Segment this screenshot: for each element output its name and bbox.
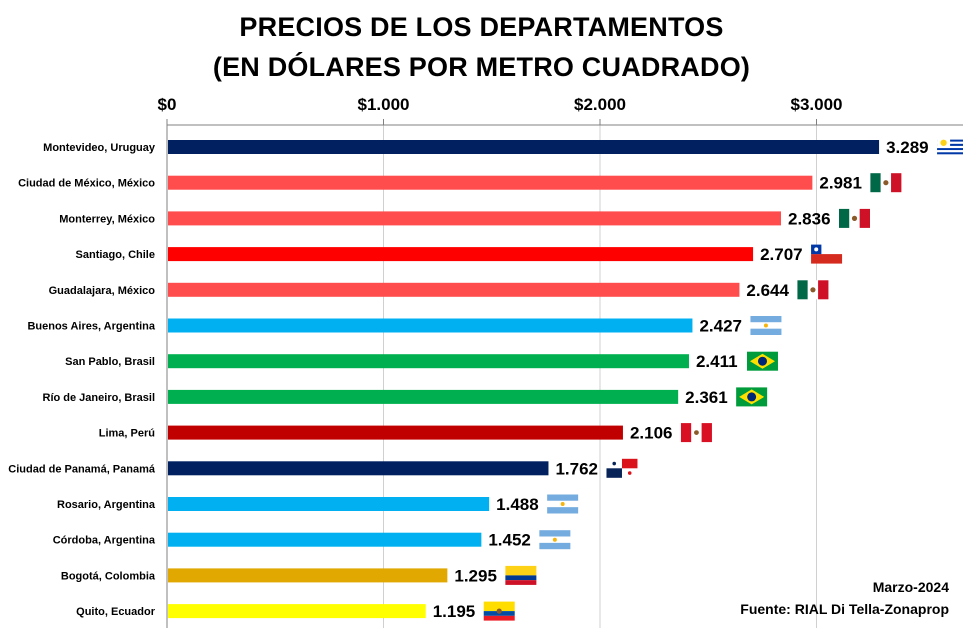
bar: [168, 175, 813, 190]
bar: [168, 282, 740, 297]
category-label: Buenos Aires, Argentina: [27, 321, 155, 333]
category-label: San Pablo, Brasil: [65, 356, 155, 368]
value-label: 2.836: [788, 209, 831, 228]
mexico-flag-icon: [838, 208, 870, 228]
brazil-flag-icon: [736, 387, 768, 407]
chart-title: PRECIOS DE LOS DEPARTAMENTOS: [239, 12, 724, 42]
value-label: 2.361: [685, 388, 728, 407]
category-label: Río de Janeiro, Brasil: [43, 392, 155, 404]
chart-subtitle: (EN DÓLARES POR METRO CUADRADO): [212, 52, 751, 82]
category-label: Montevideo, Uruguay: [43, 142, 156, 154]
mexico-flag-icon: [797, 280, 829, 300]
category-label: Santiago, Chile: [76, 249, 155, 261]
bar: [168, 532, 482, 547]
x-tick-label: $1.000: [358, 95, 410, 114]
category-label: Córdoba, Argentina: [53, 535, 156, 547]
source-note: Fuente: RIAL Di Tella-Zonaprop: [740, 601, 949, 617]
x-tick-label: $0: [158, 95, 177, 114]
value-label: 2.411: [696, 352, 738, 371]
value-label: 2.644: [746, 281, 789, 300]
category-label: Lima, Perú: [99, 428, 155, 440]
chile-flag-icon: [811, 244, 843, 264]
value-label: 1.452: [488, 531, 531, 550]
date-note: Marzo-2024: [872, 579, 949, 595]
category-label: Rosario, Argentina: [57, 499, 156, 511]
value-label: 2.707: [760, 245, 803, 264]
value-label: 1.195: [433, 602, 476, 621]
x-tick-label: $3.000: [791, 95, 843, 114]
value-label: 1.762: [555, 459, 598, 478]
panama-flag-icon: [606, 458, 638, 478]
argentina-flag-icon: [750, 316, 782, 335]
bar: [168, 604, 426, 619]
x-tick-label: $2.000: [574, 95, 626, 114]
value-label: 3.289: [886, 138, 929, 157]
value-label: 1.488: [496, 495, 539, 514]
value-label: 2.106: [630, 424, 673, 443]
value-label: 1.295: [454, 566, 497, 585]
value-label: 2.427: [699, 317, 742, 336]
peru-flag-icon: [680, 423, 712, 443]
category-label: Bogotá, Colombia: [61, 570, 156, 582]
brazil-flag-icon: [746, 351, 778, 371]
bar: [168, 461, 549, 476]
bar: [168, 497, 490, 511]
argentina-flag-icon: [547, 494, 579, 514]
mexico-flag-icon: [870, 173, 902, 193]
bar: [168, 140, 880, 154]
category-label: Ciudad de México, México: [18, 178, 155, 190]
bar: [168, 247, 754, 262]
bar: [168, 211, 781, 226]
bar: [168, 568, 448, 583]
category-label: Monterrey, México: [59, 213, 155, 225]
bar: [168, 318, 693, 333]
bar: [168, 425, 623, 440]
bar: [168, 354, 689, 369]
argentina-flag-icon: [539, 530, 571, 550]
ecuador-flag-icon: [483, 601, 515, 621]
colombia-flag-icon: [505, 565, 537, 585]
category-label: Quito, Ecuador: [76, 606, 156, 618]
bar: [168, 389, 679, 404]
uruguay-flag-icon: [937, 137, 963, 157]
category-label: Ciudad de Panamá, Panamá: [8, 463, 156, 475]
category-label: Guadalajara, México: [49, 285, 156, 297]
value-label: 2.981: [819, 174, 862, 193]
